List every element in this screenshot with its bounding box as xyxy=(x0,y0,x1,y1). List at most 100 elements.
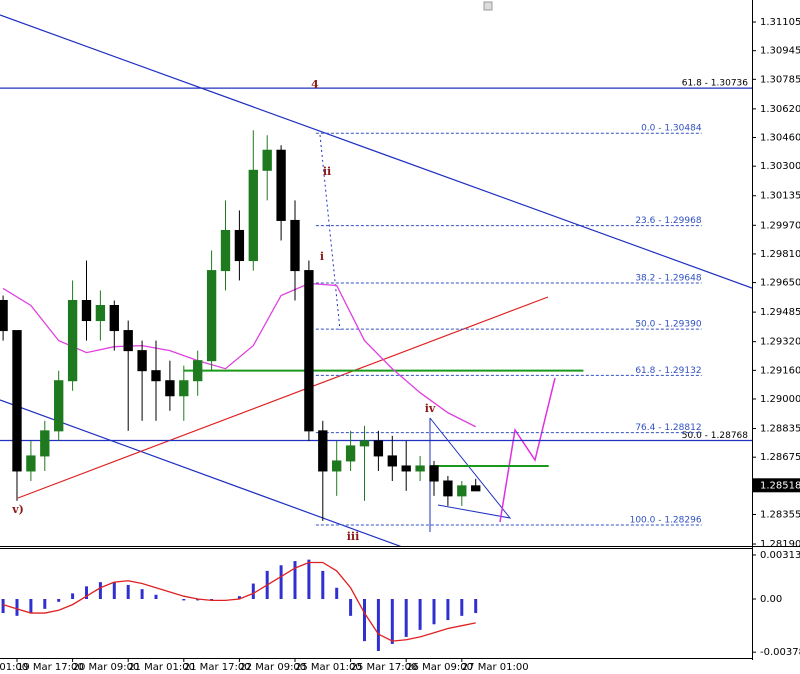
histogram-bar xyxy=(446,598,450,621)
wave-label: v) xyxy=(11,503,24,516)
candle-body xyxy=(67,299,78,382)
fib-label: 38.2 - 1.29648 xyxy=(635,273,701,283)
y-tick-label: 1.30620 xyxy=(760,104,800,115)
histogram-bar xyxy=(140,589,144,599)
x-tick-label: 25 Mar 01:00 xyxy=(295,662,362,673)
candle-body xyxy=(471,485,481,492)
histogram-bar xyxy=(362,598,366,642)
histogram-bar xyxy=(251,583,255,599)
y-tick-label: 1.29650 xyxy=(760,278,800,289)
x-tick-label: 21 Mar 17:00 xyxy=(184,662,251,673)
y-tick-label: 1.30300 xyxy=(760,161,800,172)
histogram-bar xyxy=(1,598,5,614)
fib-label: 76.4 - 1.28812 xyxy=(635,423,701,433)
candle-body xyxy=(290,219,300,272)
candle-body xyxy=(359,440,370,447)
moving-average xyxy=(2,282,476,428)
histogram-bar xyxy=(112,582,116,599)
histogram-bar xyxy=(126,584,130,599)
histogram-bar xyxy=(307,559,311,599)
candle-body xyxy=(457,485,467,497)
candle-body xyxy=(0,299,8,332)
x-tick-label: 21 Mar 01:00 xyxy=(128,662,195,673)
y-tick-label: 1.28835 xyxy=(760,424,800,435)
histogram-bar xyxy=(432,598,436,625)
y-tick-label: 1.28190 xyxy=(760,539,800,550)
y-tick-label: 1.29160 xyxy=(760,365,800,376)
fib-label: 50.0 - 1.29390 xyxy=(635,320,701,330)
y-tick-label: 1.29000 xyxy=(760,394,800,405)
candle-body xyxy=(220,229,231,272)
trend-line xyxy=(0,14,752,289)
y2-tick-label: 0.003134 xyxy=(760,550,800,561)
histogram-bar xyxy=(335,587,339,599)
y-tick-label: 1.30785 xyxy=(760,74,800,85)
candle-body xyxy=(81,299,92,322)
y-tick-label: 1.29485 xyxy=(760,307,800,318)
candle-body xyxy=(26,455,36,472)
candle-body xyxy=(415,465,425,472)
fib-label: 23.6 - 1.29968 xyxy=(635,216,701,226)
wave-label: i xyxy=(320,250,324,263)
candle-body xyxy=(193,360,203,382)
candle-body xyxy=(54,380,64,432)
candle-body xyxy=(262,149,272,171)
candle-body xyxy=(373,440,384,457)
fib-label: 0.0 - 1.30484 xyxy=(641,124,702,134)
x-tick-label: 26 Mar 09:00 xyxy=(406,662,473,673)
histogram-bar xyxy=(71,593,75,599)
axes: 1.31105 1.30945 1.30785 1.30620 1.30460 1.303… xyxy=(0,0,800,660)
candle-body xyxy=(40,430,50,457)
histogram-bar xyxy=(474,598,478,614)
histogram-bar xyxy=(98,582,102,599)
trend-line xyxy=(17,296,549,499)
histogram-bar xyxy=(460,598,464,616)
candle-body xyxy=(318,430,328,472)
x-tick-label: 20 Mar 09:00 xyxy=(73,662,140,673)
price-panel: 61.8 - 1.30736 50.0 - 1.28768 0.0 - 1.3048… xyxy=(0,14,752,546)
x-tick-label: 22 Mar 09:00 xyxy=(239,662,306,673)
corner-icon xyxy=(483,1,493,11)
wave-label: iii xyxy=(347,530,360,543)
candle-body xyxy=(443,480,453,497)
y-tick-label: 1.29810 xyxy=(760,249,800,260)
candle-body xyxy=(387,455,397,467)
level-label: 61.8 - 1.30736 xyxy=(682,79,748,89)
projection xyxy=(499,377,556,523)
x-tick-label: 19 Mar 01:00 xyxy=(0,662,28,673)
histogram-bar xyxy=(321,570,325,599)
fib-label: 61.8 - 1.29132 xyxy=(635,366,701,376)
candle-body xyxy=(276,149,286,221)
candle-body xyxy=(137,350,147,372)
histogram-bar xyxy=(404,598,408,637)
histogram-bar xyxy=(418,598,422,630)
current-price-box xyxy=(753,478,800,493)
current-price-label: 1.28518 xyxy=(760,480,800,491)
histogram-bar xyxy=(29,598,33,614)
y2-tick-label: 0.00 xyxy=(760,594,782,605)
candle-body xyxy=(95,305,106,322)
candle-body xyxy=(248,169,258,262)
histogram-bar xyxy=(84,586,88,599)
x-tick-label: 25 Mar 17:00 xyxy=(351,662,418,673)
indicator-panel xyxy=(1,559,478,651)
candle-body xyxy=(151,370,161,382)
histogram-bar xyxy=(293,561,297,599)
histogram-bar xyxy=(154,594,158,599)
x-tick-label: 27 Mar 01:00 xyxy=(462,662,529,673)
histogram-bar xyxy=(182,598,186,601)
candle-body xyxy=(401,465,411,472)
histogram-bar xyxy=(210,598,214,601)
histogram-bar xyxy=(43,598,47,609)
candle-body xyxy=(234,229,245,262)
histogram-bar xyxy=(279,565,283,599)
histogram-bar xyxy=(376,598,380,651)
y2-tick-label: -0.003784 xyxy=(760,647,800,658)
candle-body xyxy=(332,460,342,472)
candle-body xyxy=(12,330,22,472)
y-tick-label: 1.31105 xyxy=(760,17,800,28)
histogram-bar xyxy=(15,598,19,616)
